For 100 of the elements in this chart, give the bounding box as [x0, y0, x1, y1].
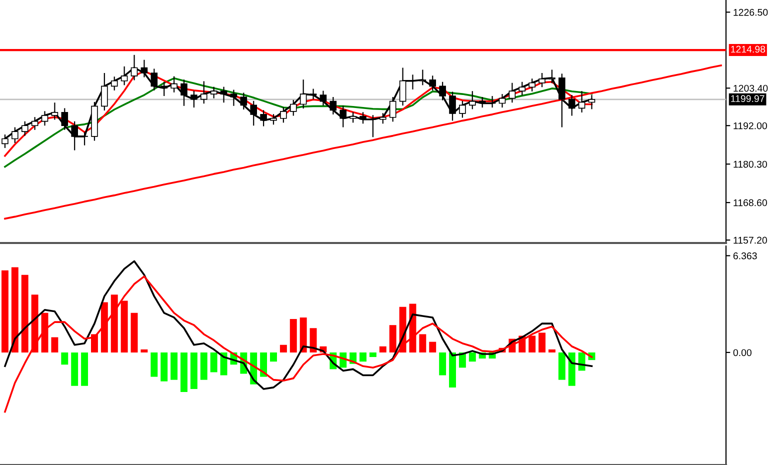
bar — [51, 337, 58, 352]
candlestick — [190, 90, 198, 108]
y-tick-label: 1168.60 — [734, 199, 767, 206]
candlestick — [538, 72, 546, 88]
bar — [110, 294, 118, 352]
bar — [270, 352, 277, 362]
candlestick — [330, 96, 337, 115]
candlestick — [488, 95, 496, 108]
y-tick-label: 1226.50 — [734, 8, 768, 16]
candlestick — [210, 86, 218, 99]
bar — [429, 342, 436, 352]
bar — [290, 319, 297, 352]
candlestick — [419, 69, 426, 86]
bar — [439, 352, 446, 376]
bar — [360, 352, 366, 362]
candlestick — [230, 89, 238, 106]
candlestick — [528, 78, 536, 92]
bar — [71, 352, 78, 386]
bar — [449, 352, 456, 388]
candlestick — [101, 72, 108, 112]
line-series — [4, 77, 593, 168]
bar — [120, 300, 128, 352]
bar — [11, 267, 18, 352]
bar — [379, 346, 386, 352]
candlestick — [200, 80, 208, 104]
line-series — [4, 64, 722, 220]
candlestick — [578, 90, 586, 114]
bar — [150, 352, 158, 377]
candlestick — [180, 79, 188, 106]
candlestick — [51, 102, 58, 120]
candlestick — [350, 112, 356, 124]
candlestick — [280, 106, 287, 124]
candlestick — [568, 94, 576, 116]
y-tick-label: 1180.30 — [734, 160, 767, 168]
y-tick-label: 6.363 — [733, 252, 757, 260]
bar — [260, 352, 268, 377]
y-tick-label: 1157.20 — [734, 236, 767, 244]
bar — [100, 302, 108, 352]
line-series — [4, 276, 593, 413]
bar — [538, 332, 546, 352]
candlestick — [61, 108, 68, 130]
candlestick — [508, 82, 516, 104]
bar — [190, 352, 198, 389]
ref-line-label: 1199.97 — [731, 95, 764, 102]
candlestick — [468, 90, 476, 110]
ref-line-label: 1214.98 — [731, 46, 766, 53]
candlestick — [170, 76, 178, 93]
bar — [468, 352, 476, 362]
bar — [140, 349, 148, 352]
bar — [280, 344, 287, 352]
y-tick-label: 1192.00 — [734, 122, 767, 130]
bar — [61, 352, 68, 365]
candlestick — [260, 110, 267, 127]
bar — [91, 334, 98, 352]
bar — [170, 352, 178, 380]
candlestick — [439, 81, 446, 101]
y-tick-label: 0.00 — [733, 349, 752, 356]
bar — [31, 294, 38, 352]
candlestick — [270, 114, 277, 126]
bar — [568, 352, 576, 386]
bar — [389, 325, 396, 352]
bar — [200, 352, 208, 380]
candlestick — [220, 86, 228, 104]
candlestick — [409, 74, 416, 90]
candlestick — [558, 73, 566, 128]
bar — [180, 352, 188, 392]
candlestick — [290, 99, 297, 116]
candlestick — [449, 91, 456, 122]
bar — [558, 352, 566, 380]
y-tick-label: 1203.40 — [734, 84, 768, 92]
bar — [369, 352, 376, 358]
candlestick — [389, 96, 396, 122]
bar — [528, 336, 536, 352]
bar — [419, 334, 426, 352]
candlestick — [320, 90, 327, 106]
bar — [160, 352, 168, 382]
candlestick — [110, 76, 118, 91]
candlestick — [300, 79, 307, 110]
candlestick — [240, 92, 248, 110]
candlestick — [160, 81, 168, 97]
candlestick — [429, 75, 436, 91]
bar — [1, 270, 8, 352]
candlestick — [41, 110, 48, 126]
bar — [300, 317, 307, 352]
bar — [81, 352, 88, 386]
candlestick — [518, 81, 526, 96]
bar — [548, 349, 556, 352]
candlestick — [360, 112, 366, 124]
bar — [210, 352, 218, 372]
candlestick — [310, 88, 317, 100]
candlestick — [340, 105, 347, 128]
candlestick — [548, 69, 556, 84]
candlestick — [21, 120, 28, 136]
candlestick — [459, 100, 466, 118]
bar — [310, 328, 317, 352]
candlestick — [250, 100, 258, 126]
bar — [130, 312, 138, 352]
candlestick — [498, 93, 506, 108]
candlestick — [379, 112, 386, 124]
candlestick — [31, 116, 38, 130]
